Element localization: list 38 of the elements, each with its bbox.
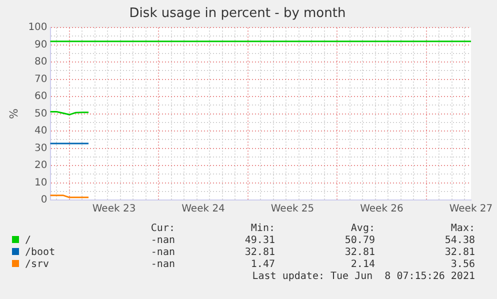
text: 54.38 [444,234,475,246]
text: Cur: [150,222,175,234]
legend-label: /srv [24,258,50,270]
text: Max: [450,222,475,234]
y-axis-title: % [7,108,20,120]
x-tick-label: Week 23 [92,204,136,215]
legend-label: / [24,234,32,246]
x-tick-label: Week 27 [449,204,493,215]
y-tick-label: 10 [34,177,48,188]
text: Last update: Tue Jun 8 07:15:26 2021 [251,270,475,282]
text: 2.14 [350,258,375,270]
legend-label: /boot [24,246,56,258]
x-tick-label: Week 26 [360,204,404,215]
text: 49.31 [244,234,275,246]
text: 32.81 [244,246,275,258]
text: 32.81 [444,246,475,258]
y-tick-label: 90 [34,39,48,50]
text: -nan [150,234,175,246]
text: 50.79 [344,234,375,246]
y-tick-label: 70 [34,74,48,85]
chart-title: Disk usage in percent - by month [129,6,346,22]
y-tick-label: 30 [34,142,48,154]
x-tick-label: Week 25 [270,204,314,215]
text: -nan [150,246,175,258]
y-tick-label: 0 [40,194,48,206]
y-tick-label: 40 [34,126,48,137]
y-tick-label: 60 [34,91,48,102]
y-tick-label: 80 [34,56,48,68]
y-tick-label: 50 [34,108,48,120]
text: Min: [250,222,275,234]
text: Avg: [350,222,375,234]
y-tick-label: 100 [28,22,48,34]
y-tick-label: 20 [34,160,48,172]
text: 1.47 [250,258,275,270]
text: 3.56 [450,258,475,270]
text: 32.81 [344,246,375,258]
text: -nan [150,258,175,270]
x-tick-label: Week 24 [182,204,225,215]
